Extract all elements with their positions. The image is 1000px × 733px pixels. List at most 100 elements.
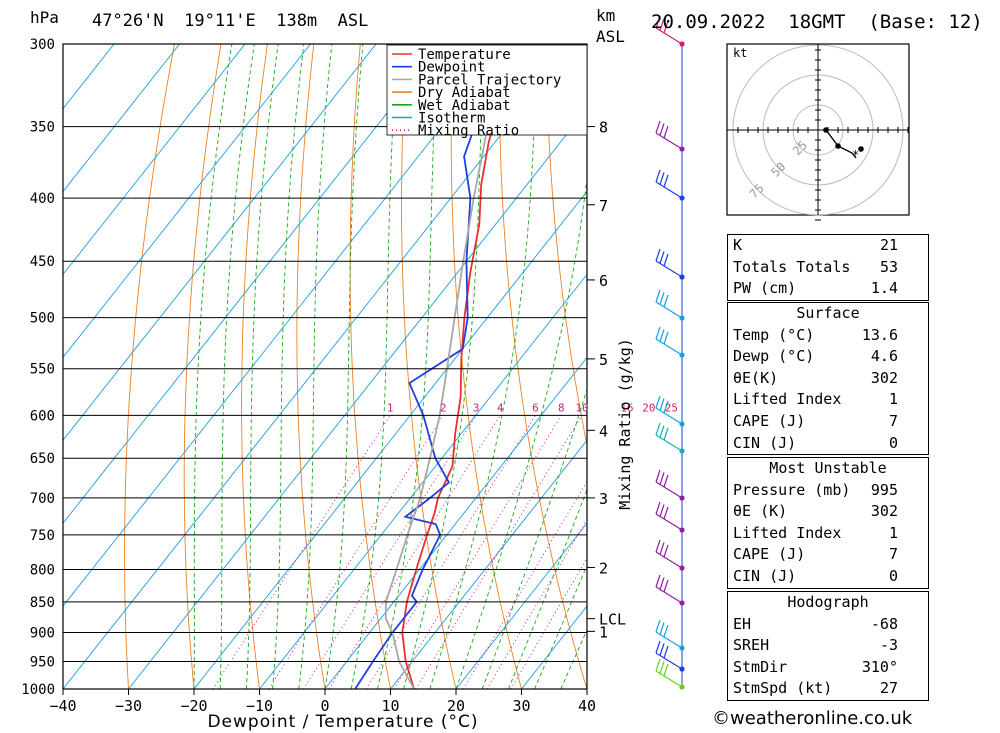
wind-barb-staff — [655, 513, 683, 531]
wind-barb-flag — [655, 619, 661, 633]
isotherm — [63, 44, 442, 689]
wind-barb-flag — [655, 501, 661, 515]
wind-barb-flag — [663, 125, 669, 139]
wind-barb — [655, 640, 685, 672]
km-tick-label: LCL — [599, 611, 626, 629]
wind-barb-flag — [655, 248, 661, 262]
isotherm — [63, 44, 115, 689]
index-row-value: 21 — [879, 236, 898, 254]
wind-barb — [655, 120, 685, 152]
hodograph-table: Hodograph EH -68 SREH -3 StmDir 310° StmSpd (kt… — [727, 591, 929, 701]
mixing-ratio-line — [365, 415, 536, 689]
surface-title: Surface — [796, 304, 860, 322]
wind-barb-flag — [663, 645, 669, 659]
most-unstable-row: Pressure (mb) 995 — [728, 480, 928, 502]
surface-row-label: Temp (°C) — [733, 325, 815, 344]
mixing-ratio-label: 3 — [473, 401, 480, 414]
y-tick-label: 750 — [30, 528, 55, 544]
x-tick-label: 20 — [447, 697, 465, 715]
legend-label: Dry Adiabat — [418, 85, 511, 101]
wind-barb-flag — [659, 622, 665, 635]
wind-barb-dot — [679, 146, 685, 152]
most-unstable-row-value: 7 — [888, 545, 898, 564]
hodograph-row-value: 310° — [861, 657, 898, 676]
wet-adiabat — [193, 44, 233, 689]
isotherm — [390, 44, 587, 689]
wind-barb-staff — [655, 338, 683, 356]
wind-barb — [655, 619, 685, 651]
wind-barb-flag — [663, 624, 669, 638]
wind-barb-staff — [655, 670, 683, 688]
wind-barb-flag — [663, 427, 669, 441]
wind-barb — [655, 169, 685, 201]
surface-row-value: 0 — [888, 433, 898, 452]
most-unstable-row-label: CAPE (J) — [733, 545, 806, 564]
dry-adiabat — [918, 44, 1000, 689]
y-tick-label: 450 — [30, 254, 55, 270]
surface-row-label: Lifted Index — [733, 390, 842, 409]
hodograph-row-label: SREH — [733, 636, 770, 655]
wind-barb — [655, 395, 685, 427]
surface-row-value: 302 — [870, 368, 898, 387]
most-unstable-row-label: Pressure (mb) — [733, 480, 851, 499]
hodograph-row: StmSpd (kt) 27 — [728, 678, 928, 700]
mixing-ratio-label: 16 — [620, 401, 633, 414]
most-unstable-row: θE (K) 302 — [728, 501, 928, 523]
x-tick-label: 30 — [512, 697, 530, 715]
surface-row-label: CAPE (J) — [733, 411, 806, 430]
wind-barb-flag — [663, 331, 669, 345]
asl-axis-title: ASL — [596, 27, 625, 46]
dry-adiabat — [964, 44, 1000, 689]
most-unstable-row-label: CIN (J) — [733, 566, 797, 585]
most-unstable-row-value: 1 — [888, 523, 898, 542]
hodograph-row-label: StmSpd (kt) — [733, 679, 833, 698]
hodograph-row-value: -3 — [879, 636, 898, 655]
mixing-ratio-line — [268, 415, 444, 689]
isotherm — [63, 44, 573, 689]
wet-adiabat — [403, 44, 485, 689]
hodograph-row: SREH -3 — [728, 635, 928, 657]
most-unstable-title: Most Unstable — [769, 459, 887, 477]
wind-barb-flag — [659, 18, 665, 31]
wet-adiabat — [455, 44, 587, 689]
surface-row-label: Dewp (°C) — [733, 347, 815, 366]
wind-barb-flag — [655, 539, 661, 553]
mixing-ratio-axis-label: Mixing Ratio (g/kg) — [616, 338, 634, 510]
wind-barb-staff — [655, 132, 683, 150]
legend-label: Parcel Trajectory — [418, 72, 561, 88]
x-tick-label: −40 — [49, 697, 76, 715]
wind-barb-flag — [655, 395, 661, 409]
hodograph-row-value: -68 — [870, 614, 898, 633]
legend-label: Mixing Ratio — [418, 123, 519, 139]
wind-barb-flag — [659, 398, 665, 411]
isotherm — [324, 44, 587, 689]
wind-barb-dot — [679, 645, 685, 651]
km-tick-label: 8 — [599, 119, 608, 137]
wind-barb-staff — [655, 27, 683, 45]
wind-barb — [655, 658, 685, 690]
most-unstable-row: CIN (J) 0 — [728, 566, 928, 588]
y-tick-label: 600 — [30, 408, 55, 424]
km-tick-label: 6 — [599, 272, 608, 290]
km-tick-label: 4 — [599, 422, 608, 440]
mixing-ratio-line — [510, 415, 587, 689]
index-row-label: Totals Totals — [733, 257, 851, 276]
hodograph-row-label: EH — [733, 614, 752, 633]
wet-adiabat — [507, 44, 587, 689]
wind-barb-flag — [663, 294, 669, 308]
y-tick-label: 850 — [30, 595, 55, 611]
index-row: Totals Totals 53 — [728, 257, 928, 279]
wind-barb-flag — [659, 251, 665, 264]
wind-barb-flag — [659, 542, 665, 555]
legend-label: Dewpoint — [418, 60, 485, 76]
mixing-ratio-label: 25 — [665, 401, 678, 414]
surface-row-value: 1 — [888, 390, 898, 409]
index-row-value: 1.4 — [870, 279, 898, 298]
wind-barb-dot — [679, 600, 685, 606]
hodograph-unit: kt — [733, 46, 747, 60]
dry-adiabat — [241, 44, 268, 689]
wind-barb-staff — [655, 434, 683, 452]
isotherm — [128, 44, 587, 689]
wet-adiabat — [245, 44, 279, 689]
